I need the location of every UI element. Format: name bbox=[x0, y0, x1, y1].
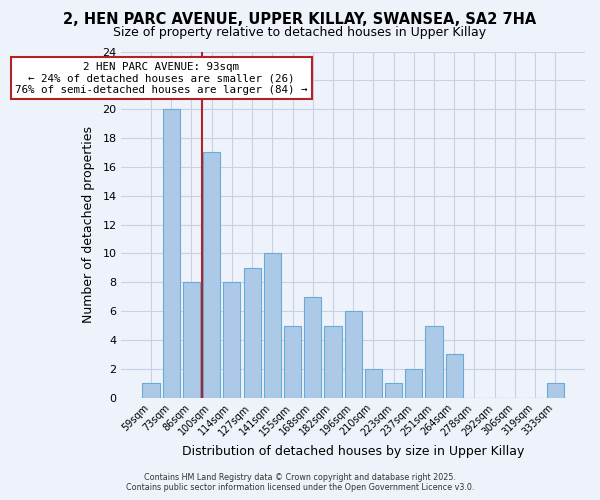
Bar bbox=[425, 326, 443, 398]
Bar bbox=[223, 282, 241, 398]
Text: Contains HM Land Registry data © Crown copyright and database right 2025.
Contai: Contains HM Land Registry data © Crown c… bbox=[126, 473, 474, 492]
Bar bbox=[446, 354, 463, 398]
Bar bbox=[385, 384, 402, 398]
Bar bbox=[547, 384, 564, 398]
Bar bbox=[163, 109, 180, 398]
Bar bbox=[365, 369, 382, 398]
Text: 2 HEN PARC AVENUE: 93sqm
← 24% of detached houses are smaller (26)
76% of semi-d: 2 HEN PARC AVENUE: 93sqm ← 24% of detach… bbox=[15, 62, 307, 95]
Bar bbox=[304, 297, 322, 398]
Text: 2, HEN PARC AVENUE, UPPER KILLAY, SWANSEA, SA2 7HA: 2, HEN PARC AVENUE, UPPER KILLAY, SWANSE… bbox=[64, 12, 536, 28]
Bar bbox=[203, 152, 220, 398]
Bar bbox=[264, 254, 281, 398]
X-axis label: Distribution of detached houses by size in Upper Killay: Distribution of detached houses by size … bbox=[182, 444, 524, 458]
Bar bbox=[405, 369, 422, 398]
Bar bbox=[344, 311, 362, 398]
Bar bbox=[284, 326, 301, 398]
Y-axis label: Number of detached properties: Number of detached properties bbox=[82, 126, 95, 323]
Bar bbox=[142, 384, 160, 398]
Text: Size of property relative to detached houses in Upper Killay: Size of property relative to detached ho… bbox=[113, 26, 487, 39]
Bar bbox=[325, 326, 341, 398]
Bar bbox=[244, 268, 260, 398]
Bar bbox=[183, 282, 200, 398]
